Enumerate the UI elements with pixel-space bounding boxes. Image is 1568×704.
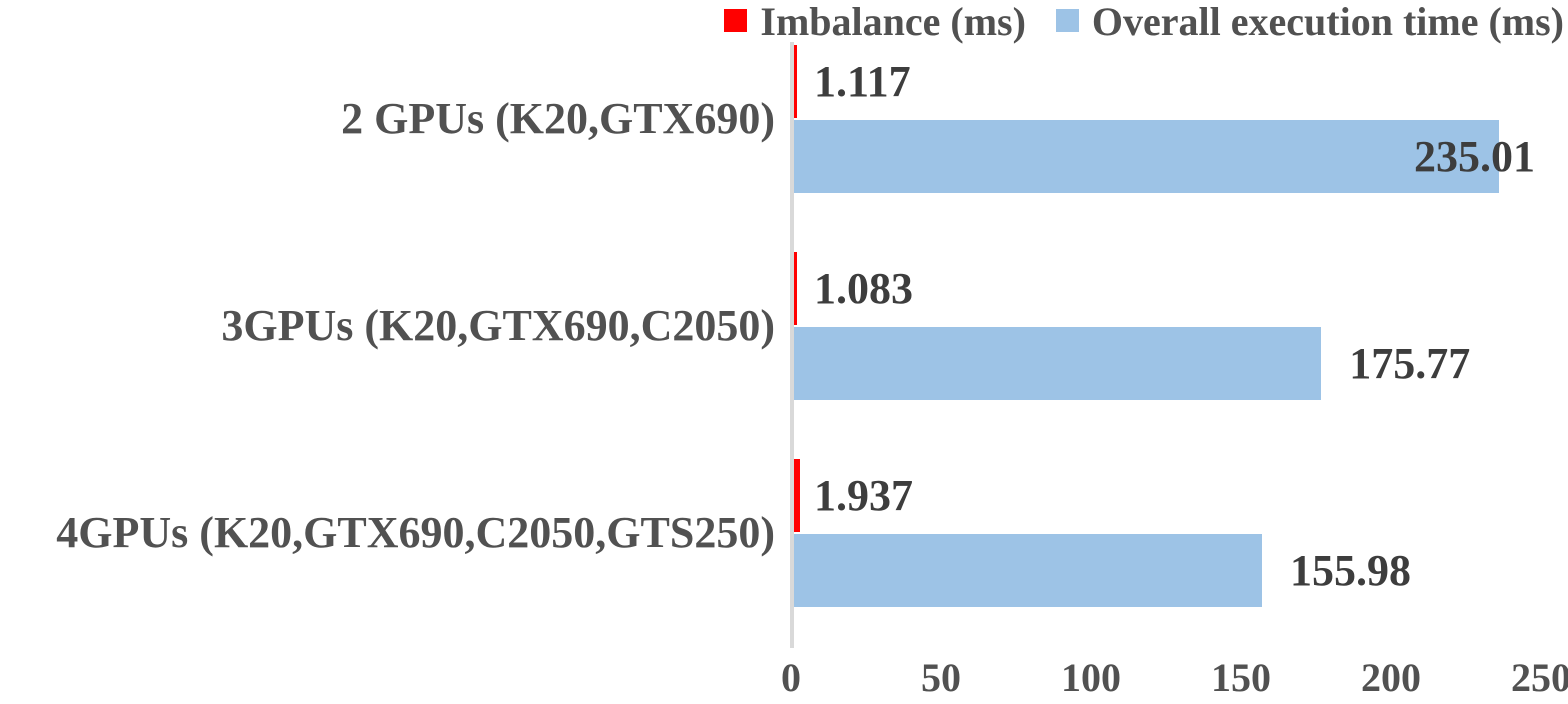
bar-overall: [794, 120, 1499, 193]
x-axis-tick-label: 50: [921, 655, 961, 700]
x-axis-tick-label: 150: [1211, 655, 1271, 700]
x-axis-tick-label: 200: [1361, 655, 1421, 700]
value-label-imbalance: 1.117: [814, 56, 911, 106]
x-axis-tick-label: 250: [1511, 655, 1568, 700]
bar-overall: [794, 534, 1262, 607]
value-label-imbalance: 1.083: [814, 263, 913, 313]
value-label-imbalance: 1.937: [814, 470, 913, 520]
category-label: 4GPUs (K20,GTX690,C2050,GTS250): [56, 508, 775, 557]
legend-label-imbalance: Imbalance (ms): [760, 0, 1026, 44]
x-axis-tick-label: 0: [781, 655, 801, 700]
legend-item-overall: Overall execution time (ms): [1055, 0, 1564, 45]
bar-imbalance: [794, 45, 798, 118]
category-label: 2 GPUs (K20,GTX690): [341, 94, 775, 143]
value-label-overall: 235.01: [1414, 131, 1536, 181]
legend-swatch-overall-icon: [1055, 9, 1079, 32]
bar-imbalance: [794, 459, 800, 532]
value-label-overall: 155.98: [1289, 545, 1411, 595]
x-axis-tick-label: 100: [1061, 655, 1121, 700]
legend-swatch-imbalance-icon: [724, 9, 748, 32]
bar-overall: [794, 327, 1322, 400]
bar-imbalance: [794, 252, 798, 325]
category-label: 3GPUs (K20,GTX690,C2050): [221, 301, 775, 350]
value-axis-line: [790, 42, 794, 648]
value-label-overall: 175.77: [1349, 338, 1471, 388]
legend-label-overall: Overall execution time (ms): [1091, 0, 1564, 44]
legend: Imbalance (ms) Overall execution time (m…: [724, 0, 1564, 45]
legend-item-imbalance: Imbalance (ms): [724, 0, 1026, 45]
